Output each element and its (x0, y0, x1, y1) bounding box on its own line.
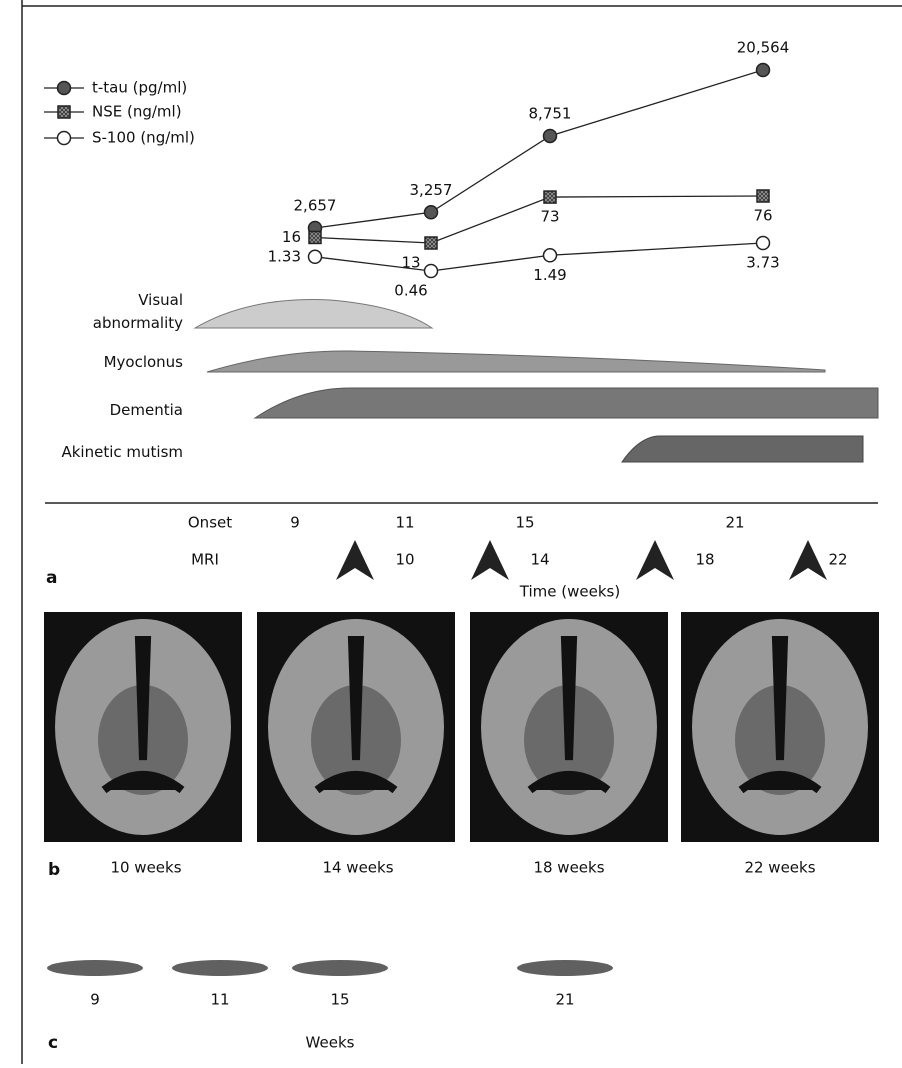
x-tick-label: 11 (395, 514, 414, 532)
value-label: 2,657 (294, 197, 337, 215)
symptom-label-line: abnormality (93, 314, 183, 332)
value-label: 76 (753, 207, 772, 225)
figure: Onset MRI Time (weeks) a b c Weeks 2,657… (0, 0, 902, 1064)
blot-band (292, 960, 388, 976)
lane-label: 11 (210, 991, 229, 1009)
blot-band (172, 960, 268, 976)
symptom-bar (255, 388, 878, 418)
value-label: 16 (282, 228, 301, 246)
caption: 10 weeks (110, 859, 181, 877)
data-point (309, 231, 321, 243)
lane-label: 15 (330, 991, 349, 1009)
data-point (757, 237, 770, 250)
blot-band (517, 960, 613, 976)
mri-week: 10 (395, 551, 414, 569)
data-point (757, 64, 770, 77)
symptom-label: Myoclonus (104, 353, 184, 371)
caption: 18 weeks (533, 859, 604, 877)
data-point (544, 191, 556, 203)
data-point (425, 265, 438, 278)
symptom-bar (622, 436, 863, 462)
legend-label: S-100 (ng/ml) (92, 129, 195, 147)
value-label: 3.73 (746, 254, 779, 272)
data-point (425, 206, 438, 219)
symptom-label: Visual abnormality (93, 291, 183, 332)
data-point (757, 190, 769, 202)
value-label: 1.33 (268, 247, 301, 265)
mri-week: 14 (530, 551, 549, 569)
symptom-label: Akinetic mutism (61, 443, 183, 461)
x-tick-label: 9 (290, 514, 300, 532)
legend-marker (58, 132, 71, 145)
mri-week: 22 (828, 551, 847, 569)
panel-label: c (48, 1033, 58, 1053)
x-tick-label: 21 (725, 514, 744, 532)
mri-week: 18 (695, 551, 714, 569)
value-label: 8,751 (529, 104, 572, 122)
value-label: 0.46 (394, 282, 427, 300)
value-label: 3,257 (410, 181, 453, 199)
mri-label: MRI (191, 551, 219, 569)
legend-label: t-tau (pg/ml) (92, 79, 187, 97)
data-point (544, 249, 557, 262)
onset-label: Onset (188, 514, 232, 532)
value-label: 1.49 (533, 266, 566, 284)
value-label: 20,564 (737, 39, 790, 57)
x-label: Time (weeks) (519, 583, 620, 601)
legend-label: NSE (ng/ml) (92, 103, 182, 121)
caption: 14 weeks (322, 859, 393, 877)
lane-label: 21 (555, 991, 574, 1009)
symptom-label-line: Dementia (110, 401, 183, 419)
legend-marker (58, 82, 71, 95)
blot-band (47, 960, 143, 976)
caption: 22 weeks (744, 859, 815, 877)
data-point (425, 237, 437, 249)
series-line (315, 70, 763, 228)
lane-label: 9 (90, 991, 100, 1009)
value-label: 73 (540, 208, 559, 226)
symptom-bar (207, 351, 825, 372)
data-point (309, 250, 322, 263)
x-label: Weeks (306, 1034, 355, 1052)
symptom-label: Dementia (110, 401, 183, 419)
panel-label: b (48, 860, 60, 880)
data-point (544, 129, 557, 142)
panel-label: a (46, 568, 57, 588)
symptom-label-line: Akinetic mutism (61, 443, 183, 461)
symptom-label-line: Myoclonus (104, 353, 184, 371)
legend-marker (58, 106, 70, 118)
symptom-bar (195, 300, 432, 328)
symptom-label-line: Visual (138, 291, 183, 309)
x-tick-label: 15 (515, 514, 534, 532)
